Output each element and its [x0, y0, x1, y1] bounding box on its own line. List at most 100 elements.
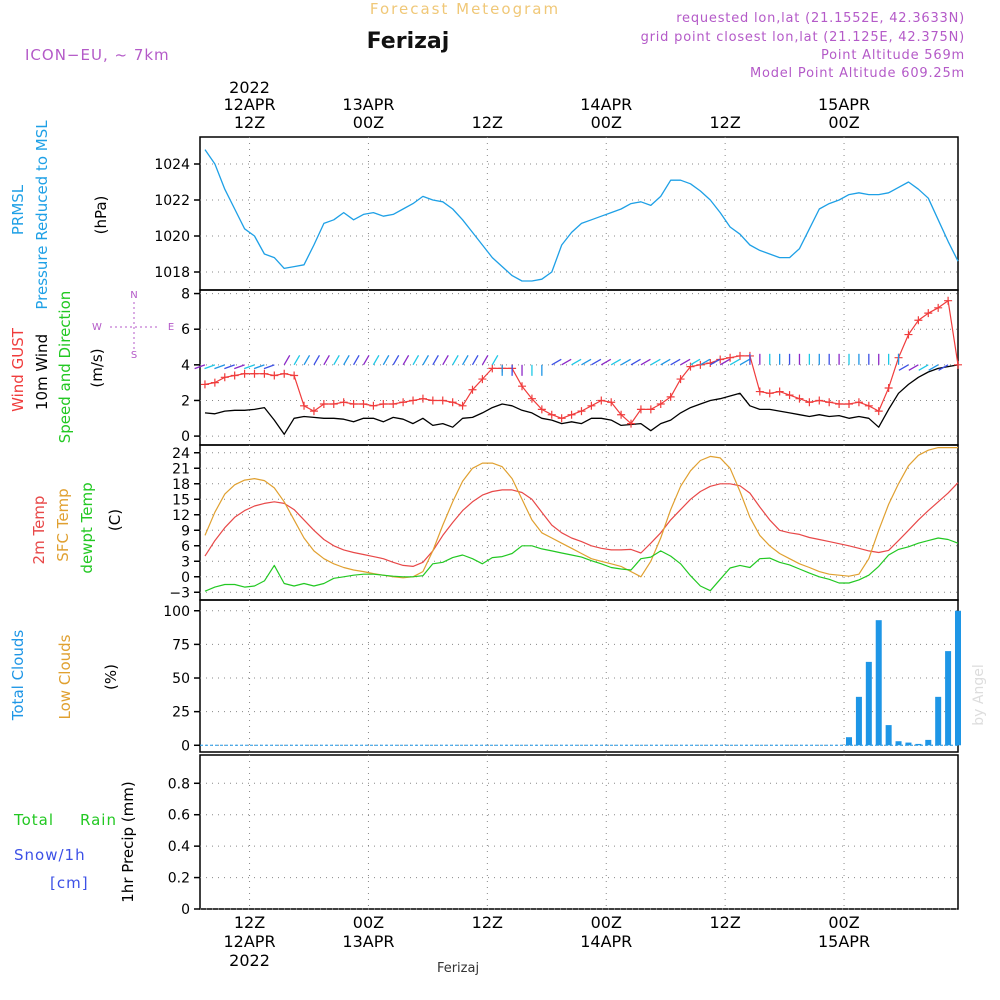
- requested-coords: requested lon,lat (21.1552E, 42.3633N): [676, 11, 965, 26]
- wind-gust-line: [204, 300, 959, 425]
- pressure-line: [204, 149, 959, 282]
- precip-total-label: Total: [13, 811, 54, 829]
- wind-gust-label: Wind GUST: [9, 327, 27, 412]
- sfc-temp-line: [204, 447, 958, 579]
- gust-marker: [805, 398, 814, 407]
- ytick-label-temperature: 0: [181, 570, 190, 586]
- wind-direction-arrow: [442, 354, 449, 366]
- top-date-label: 14APR: [580, 95, 632, 114]
- gust-marker: [428, 396, 437, 405]
- cloud-labels: Total Clouds Low Clouds (%): [9, 630, 120, 722]
- gust-marker: [359, 400, 368, 409]
- wind-direction-arrow: [600, 358, 612, 366]
- precip-labels: Total Rain Snow/1h [cm] 1hr Precip (mm): [13, 781, 137, 902]
- station-title: Ferizaj: [367, 29, 450, 54]
- gust-marker: [954, 360, 962, 369]
- gust-marker: [934, 303, 943, 312]
- compass-n: N: [130, 290, 137, 301]
- pressure-label-prmsl: PRMSL: [9, 184, 27, 235]
- ytick-label-temperature: 3: [181, 554, 190, 570]
- gust-marker: [478, 375, 487, 384]
- gust-marker: [448, 398, 457, 407]
- cloud-bar: [905, 742, 912, 746]
- wind-direction-arrow: [263, 364, 275, 370]
- gust-marker: [438, 396, 447, 405]
- ytick-label-precip: 0.4: [168, 839, 190, 855]
- ytick-label-clouds: 0: [181, 738, 190, 754]
- wind-direction-arrow: [729, 358, 740, 366]
- dewpt-temp-line: [204, 537, 959, 592]
- top-year-label: 2022: [229, 78, 270, 97]
- gust-marker: [726, 353, 735, 362]
- wind-direction-arrow: [471, 354, 479, 366]
- gust-marker: [557, 414, 566, 423]
- gust-marker: [845, 400, 854, 409]
- gust-marker: [785, 391, 794, 400]
- wind-direction-arrow: [481, 354, 489, 366]
- wind-direction-arrow: [938, 364, 949, 371]
- gust-marker: [884, 383, 893, 392]
- gust-marker: [795, 394, 804, 403]
- top-hour-label: 00Z: [828, 113, 859, 132]
- wind-direction-arrow: [739, 358, 750, 366]
- gust-marker: [696, 360, 705, 369]
- ytick-label-temperature: 6: [181, 539, 190, 555]
- temp-sfc-label: SFC Temp: [54, 488, 72, 561]
- gust-marker: [864, 401, 873, 410]
- wind-direction-arrow: [422, 354, 430, 366]
- gust-marker: [240, 369, 249, 378]
- footer-station: Ferizaj: [437, 961, 479, 976]
- model-altitude: Model Point Altitude 609.25m: [750, 66, 965, 81]
- bottom-year-label: 2022: [229, 951, 270, 970]
- top-date-label: 12APR: [224, 95, 276, 114]
- gust-marker: [319, 400, 328, 409]
- gust-marker: [587, 401, 596, 410]
- gust-marker: [617, 410, 626, 419]
- wind-direction-arrow: [670, 358, 681, 366]
- wind-direction-arrow: [650, 358, 661, 366]
- ytick-label-precip: 0.2: [168, 871, 190, 887]
- temp-unit: (C): [106, 509, 124, 531]
- cloud-bar: [955, 610, 961, 746]
- wind-direction-arrow: [571, 358, 582, 366]
- wind-10m-line: [204, 364, 959, 435]
- cloud-bar: [945, 651, 952, 746]
- ytick-label-wind: 0: [181, 429, 190, 445]
- gust-marker: [260, 369, 269, 378]
- wind-speed-dir-label: Speed and Direction: [56, 291, 74, 444]
- compass-w: W: [92, 322, 102, 333]
- gust-marker: [874, 407, 883, 416]
- wind-direction-arrow: [214, 364, 225, 370]
- wind-direction-arrow: [412, 354, 420, 366]
- ytick-label-pressure: 1018: [154, 265, 190, 281]
- gust-marker: [537, 405, 546, 414]
- precip-unit: 1hr Precip (mm): [119, 781, 137, 902]
- gust-marker: [339, 398, 348, 407]
- gust-marker: [210, 378, 219, 387]
- wind-direction-arrow: [551, 358, 562, 366]
- gust-marker: [518, 382, 527, 391]
- temp-2m-line: [204, 482, 959, 568]
- bottom-hour-label: 12Z: [472, 913, 503, 932]
- wind-direction-arrow: [660, 358, 671, 366]
- frame-precip: [199, 754, 959, 910]
- gust-marker: [854, 398, 863, 407]
- gust-marker: [300, 401, 309, 410]
- ytick-label-clouds: 100: [163, 604, 190, 620]
- ytick-label-pressure: 1020: [154, 229, 190, 245]
- bottom-date-label: 12APR: [224, 932, 276, 951]
- gust-marker: [825, 398, 834, 407]
- ytick-label-pressure: 1022: [154, 193, 190, 209]
- gust-marker: [280, 369, 289, 378]
- wind-direction-arrow: [243, 364, 255, 370]
- wind-direction-arrow: [362, 354, 370, 366]
- gust-marker: [914, 316, 923, 325]
- precip-snow-label: Snow/1h: [14, 846, 86, 864]
- cloud-bar: [855, 696, 862, 746]
- wind-direction-arrow: [928, 364, 939, 371]
- gust-marker: [676, 375, 685, 384]
- wind-direction-arrow: [918, 364, 929, 371]
- gust-marker: [666, 392, 675, 401]
- gust-marker: [904, 330, 913, 339]
- ytick-label-temperature: 15: [172, 492, 190, 508]
